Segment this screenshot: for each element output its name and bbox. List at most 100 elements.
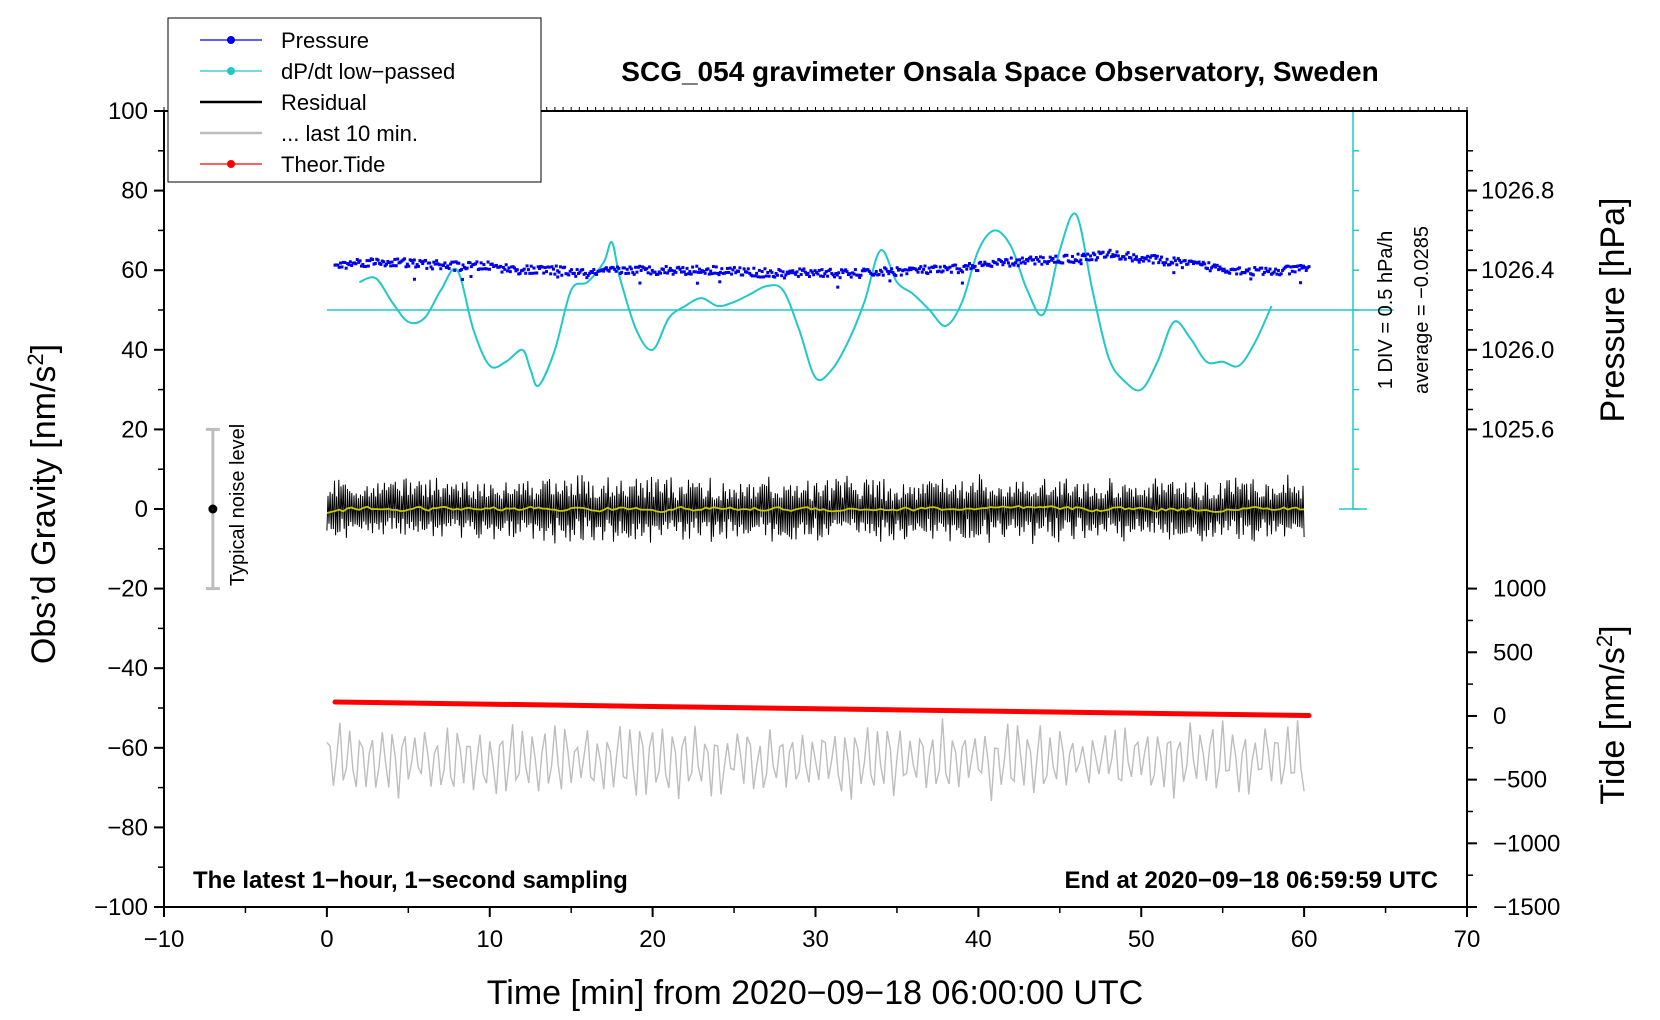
pressure-point	[553, 272, 557, 276]
legend-label: dP/dt low−passed	[281, 59, 455, 84]
pressure-point-outlier	[1172, 271, 1176, 275]
pressure-point	[949, 270, 953, 274]
pressure-point	[393, 257, 397, 261]
pressure-point	[860, 269, 864, 273]
pressure-point	[457, 261, 461, 265]
pressure-point	[453, 268, 457, 272]
pressure-point	[639, 268, 643, 272]
pressure-point	[574, 274, 578, 278]
pressure-point-outlier	[460, 277, 464, 281]
pressure-point	[1018, 258, 1022, 262]
pressure-point	[799, 273, 803, 277]
pressure-point	[812, 273, 816, 277]
pressure-point	[376, 258, 380, 262]
pressure-point	[1290, 269, 1294, 273]
pressure-point	[1153, 254, 1157, 258]
pressure-point	[898, 267, 902, 271]
pressure-point-outlier	[888, 279, 892, 283]
pressure-point	[1178, 258, 1182, 262]
pressure-point	[1051, 257, 1055, 261]
pressure-point	[647, 265, 651, 269]
pressure-point	[1262, 270, 1266, 274]
pressure-point	[1201, 260, 1205, 264]
pressure-point	[513, 266, 517, 270]
pressure-point	[1197, 260, 1201, 264]
legend-marker	[227, 36, 235, 44]
pressure-point	[1111, 253, 1115, 257]
pressure-point	[915, 268, 919, 272]
pressure-point	[364, 264, 368, 268]
pressure-point	[1036, 258, 1040, 262]
pressure-point	[987, 262, 991, 266]
pressure-point	[866, 268, 870, 272]
pressure-point	[707, 272, 711, 276]
pressure-point	[545, 270, 549, 274]
pressure-point	[428, 261, 432, 265]
pressure-point	[412, 258, 416, 262]
pressure-point	[430, 267, 434, 271]
pressure-point	[1115, 250, 1119, 254]
pressure-point	[803, 270, 807, 274]
pressure-point	[1097, 250, 1101, 254]
pressure-point	[529, 264, 533, 268]
pressure-point	[938, 265, 942, 269]
pressure-point	[1070, 254, 1074, 258]
x-tick-label: 40	[965, 926, 992, 953]
pressure-point	[1173, 259, 1177, 263]
dpdt-scale-label: 1 DIV = 0.5 hPa/h	[1375, 231, 1397, 389]
pressure-point	[550, 265, 554, 269]
pressure-point	[1274, 267, 1278, 271]
pressure-point	[755, 271, 759, 275]
pressure-point	[1091, 251, 1095, 255]
pressure-point	[791, 269, 795, 273]
pressure-point	[788, 269, 792, 273]
pressure-point	[923, 264, 927, 268]
pressure-point	[1304, 268, 1308, 272]
pressure-point	[1160, 255, 1164, 259]
pressure-point	[394, 264, 398, 268]
pressure-point	[1215, 263, 1219, 267]
pressure-point	[937, 269, 941, 273]
pressure-point	[1171, 261, 1175, 265]
pressure-point	[1034, 256, 1038, 260]
pressure-point	[1186, 262, 1190, 266]
pressure-point	[775, 273, 779, 277]
y-tick-label: −40	[107, 655, 148, 682]
pressure-point	[525, 264, 529, 268]
pressure-point	[667, 269, 671, 273]
pressure-point	[1276, 269, 1280, 273]
pressure-point	[602, 269, 606, 273]
pressure-point	[965, 267, 969, 271]
pressure-point	[727, 270, 731, 274]
pressure-point	[757, 268, 761, 272]
pressure-point	[1146, 254, 1150, 258]
pressure-tick-label: 1026.0	[1481, 337, 1554, 364]
pressure-point	[714, 265, 718, 269]
pressure-point	[664, 265, 668, 269]
pressure-point	[1136, 258, 1140, 262]
pressure-point	[1096, 256, 1100, 260]
pressure-point	[891, 270, 895, 274]
pressure-point-outlier	[718, 280, 722, 284]
legend-label: ... last 10 min.	[281, 121, 418, 146]
pressure-point	[1267, 270, 1271, 274]
pressure-point	[649, 272, 653, 276]
pressure-point	[1257, 268, 1261, 272]
pressure-point	[481, 267, 485, 271]
legend-box	[167, 17, 542, 183]
pressure-point	[703, 271, 707, 275]
pressure-point	[1180, 266, 1184, 270]
pressure-point	[625, 267, 629, 271]
pressure-point	[1119, 257, 1123, 261]
pressure-point	[417, 264, 421, 268]
pressure-point-outlier	[556, 275, 560, 279]
pressure-point	[1147, 259, 1151, 263]
pressure-point	[432, 260, 436, 264]
pressure-point	[1251, 273, 1255, 277]
pressure-point	[968, 262, 972, 266]
noise-center-dot	[208, 504, 218, 514]
pressure-point	[614, 269, 618, 273]
pressure-point	[444, 266, 448, 270]
pressure-point	[780, 274, 784, 278]
pressure-point	[917, 267, 921, 271]
